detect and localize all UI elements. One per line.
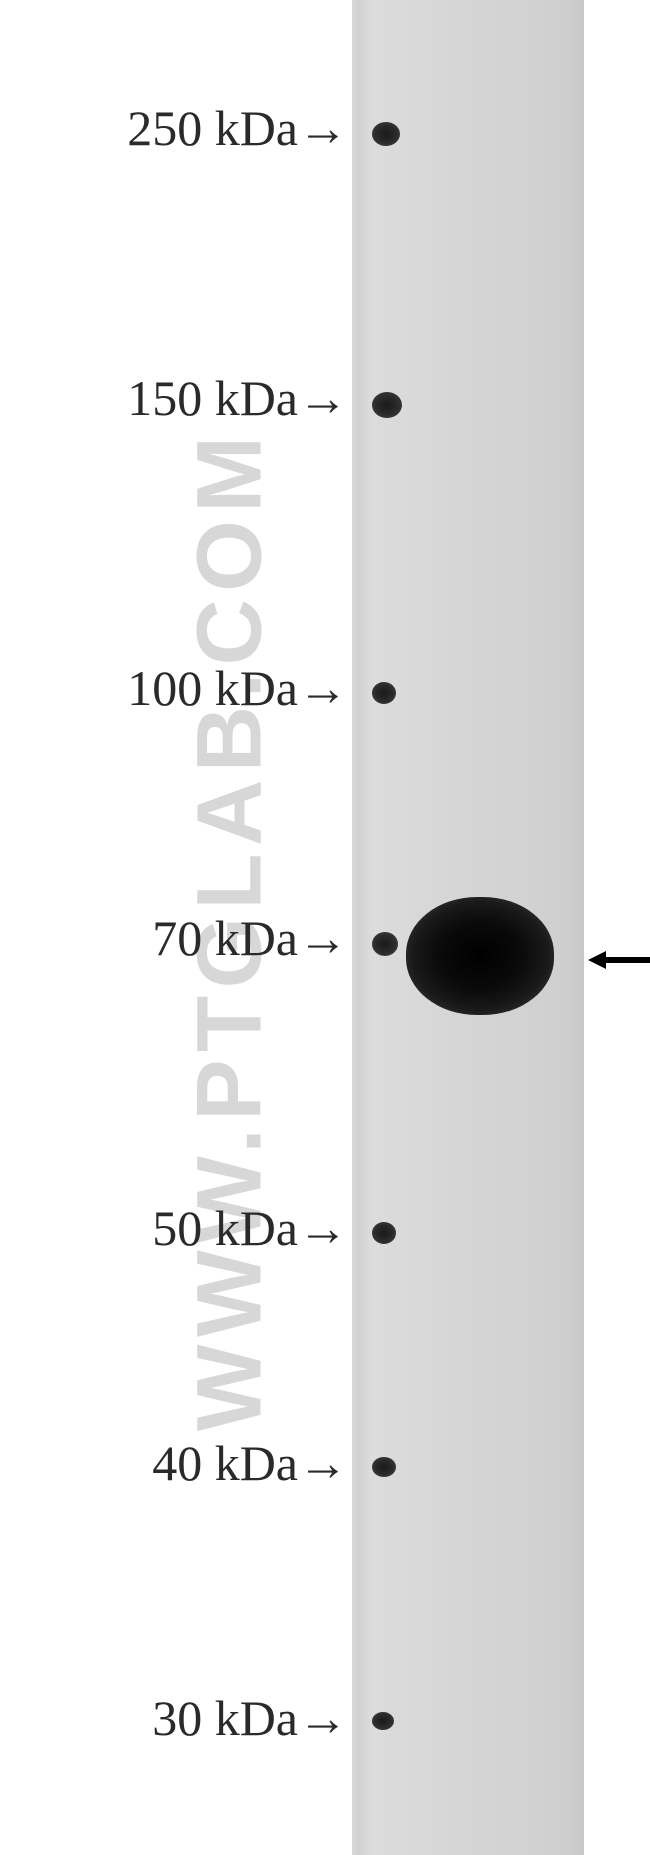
arrow-right-icon: → — [298, 1434, 348, 1492]
marker-label: 40 kDa→ — [152, 1434, 348, 1492]
marker-weight-text: 40 kDa — [152, 1435, 298, 1491]
marker-weight-text: 150 kDa — [127, 370, 298, 426]
marker-weight-text: 250 kDa — [127, 100, 298, 156]
ladder-band — [372, 1222, 396, 1244]
arrow-shaft — [606, 957, 650, 963]
marker-label: 50 kDa→ — [152, 1199, 348, 1257]
marker-label: 250 kDa→ — [127, 99, 348, 157]
western-blot-figure: WWW.PTGLAB.COM 250 kDa→150 kDa→100 kDa→7… — [0, 0, 650, 1855]
marker-weight-text: 70 kDa — [152, 910, 298, 966]
arrow-right-icon: → — [298, 909, 348, 967]
target-protein-band — [406, 897, 554, 1015]
marker-label: 100 kDa→ — [127, 659, 348, 717]
arrow-left-head-icon — [588, 951, 606, 969]
ladder-band — [372, 932, 398, 956]
marker-label: 30 kDa→ — [152, 1689, 348, 1747]
target-band-arrow — [588, 951, 650, 969]
marker-label: 150 kDa→ — [127, 369, 348, 427]
ladder-band — [372, 1457, 396, 1477]
marker-weight-text: 50 kDa — [152, 1200, 298, 1256]
arrow-right-icon: → — [298, 1199, 348, 1257]
ladder-band — [372, 682, 396, 704]
ladder-band — [372, 122, 400, 146]
arrow-right-icon: → — [298, 99, 348, 157]
arrow-right-icon: → — [298, 1689, 348, 1747]
marker-weight-text: 30 kDa — [152, 1690, 298, 1746]
ladder-band — [372, 1712, 394, 1730]
marker-weight-text: 100 kDa — [127, 660, 298, 716]
arrow-right-icon: → — [298, 659, 348, 717]
arrow-right-icon: → — [298, 369, 348, 427]
marker-label: 70 kDa→ — [152, 909, 348, 967]
ladder-band — [372, 392, 402, 418]
